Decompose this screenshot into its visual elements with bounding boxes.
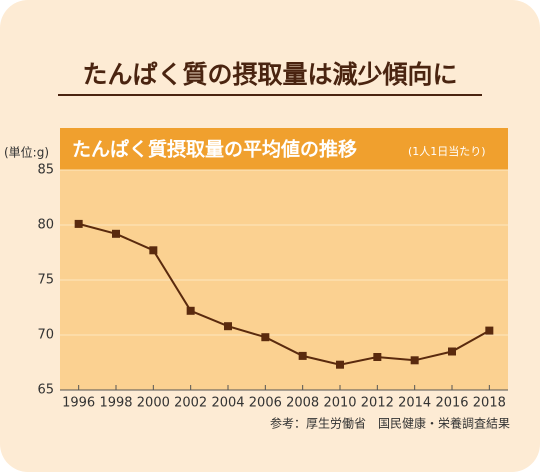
point: [261, 333, 270, 342]
chart-subtitle: (1人1日当たり): [408, 144, 486, 158]
x-tick-label: 2010: [323, 396, 356, 411]
x-tick-label: 2002: [174, 396, 207, 411]
x-tick-label: 1996: [62, 396, 95, 411]
point: [149, 246, 158, 255]
x-tick-label: 2018: [473, 396, 506, 411]
y-tick-label: 75: [37, 273, 54, 288]
point: [448, 347, 456, 356]
title-bar: [60, 128, 508, 170]
y-tick-label: 80: [37, 218, 54, 233]
x-tick-label: 2000: [137, 396, 170, 411]
point: [373, 353, 382, 361]
point: [485, 326, 494, 335]
point: [74, 219, 83, 228]
chart-title: たんぱく質摂取量の平均値の推移: [72, 138, 357, 161]
x-tick-label: 2012: [361, 396, 394, 411]
headline: たんぱく質の摂取量は減少傾向に: [82, 60, 457, 89]
y-tick-label: 70: [37, 328, 54, 343]
point: [410, 356, 419, 365]
y-unit-label: (単位:g): [4, 145, 49, 160]
point: [224, 322, 232, 331]
point: [336, 360, 344, 369]
y-tick-label: 65: [37, 383, 54, 398]
x-tick-label: 2016: [435, 396, 468, 411]
x-tick-label: 2004: [211, 396, 244, 411]
x-tick-label: 1998: [99, 396, 132, 411]
point: [186, 306, 195, 315]
x-tick-label: 2008: [286, 396, 319, 411]
source: 参考：厚生労働省 国民健康・栄養調査結果: [270, 416, 510, 431]
x-tick-label: 2006: [249, 396, 282, 411]
series-line: [78, 222, 490, 366]
y-tick-label: 85: [37, 163, 54, 178]
point: [298, 351, 307, 360]
point: [112, 229, 120, 238]
x-tick-label: 2014: [398, 396, 431, 411]
